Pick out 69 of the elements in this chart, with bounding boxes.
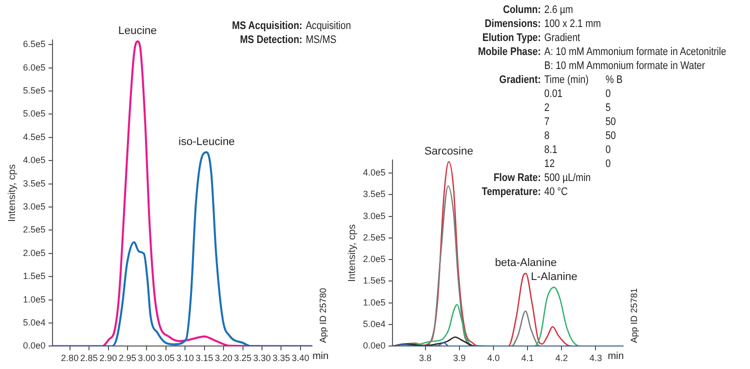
- annotation: Temperature: 40 °C: [480, 185, 568, 199]
- y-tick-label: 6.5e5: [22, 39, 46, 50]
- y-tick-label: 5.0e4: [362, 319, 386, 330]
- text: Gradient: Time (min) % B: [499, 74, 623, 86]
- y-tick-label: 2.5e5: [22, 224, 46, 235]
- y-tick-label: 1.0e5: [362, 297, 386, 308]
- x-tick-label: 4.2: [555, 353, 568, 364]
- y-tick-label: 2.5e5: [362, 232, 386, 242]
- text: Column: 2.6 µm: [502, 3, 574, 17]
- y-tick-label: 1.5e5: [362, 276, 386, 286]
- x-tick-label: 2.85: [80, 353, 98, 364]
- y-tick-label: 3.5e5: [362, 189, 386, 200]
- annotation: beta-Alanine: [494, 256, 557, 269]
- y-tick-label: 4.5e5: [22, 132, 46, 142]
- text: 2 5: [544, 102, 611, 114]
- y-tick-label: 3.5e5: [22, 178, 46, 188]
- y-axis-title: Intensity, cps: [346, 224, 358, 282]
- y-tick-label: 5.0e5: [22, 108, 46, 119]
- y-tick-label: 3.0e5: [22, 202, 46, 212]
- x-tick-label: 4.3: [589, 353, 602, 364]
- text: 8 50: [544, 130, 616, 142]
- text: App ID 25781: [629, 288, 639, 343]
- text: App ID 25780: [318, 288, 328, 343]
- text: 7 50: [544, 116, 616, 128]
- text: Dimensions: 100 x 2.1 mm: [484, 17, 601, 31]
- y-tick-label: 0.0e0: [362, 340, 386, 351]
- annotation: Sarcosine: [424, 145, 474, 158]
- text: B: 10 mM Ammonium formate in Water: [544, 59, 706, 73]
- y-tick-label: 1.5e5: [22, 271, 46, 282]
- y-tick-label: 5.0e4: [22, 317, 46, 328]
- x-tick-label: 3.40: [292, 353, 310, 364]
- x-tick-label: 2.80: [61, 353, 79, 364]
- text: 12 0: [544, 158, 611, 170]
- y-tick-label: 6.0e5: [22, 62, 46, 72]
- annotation: MS Detection: MS/MS: [238, 33, 336, 47]
- annotation: Leucine: [118, 24, 157, 37]
- y-tick-label: 0.0e0: [22, 340, 46, 351]
- x-tick-label: 3.05: [157, 353, 175, 364]
- x-tick-label: 3.9: [453, 353, 466, 364]
- x-tick-label: 4.1: [521, 353, 534, 364]
- y-tick-label: 1.0e5: [22, 294, 46, 304]
- x-tick-label: 2.90: [99, 353, 118, 364]
- text: Mobile Phase: A: 10 mM Ammonium formate in Acetonitrile: [478, 45, 726, 59]
- annotation: iso-Leucine: [178, 136, 235, 148]
- x-tick-label: 4.0: [487, 353, 500, 364]
- annotation: Flow Rate: 500 µL/min: [492, 171, 591, 185]
- y-tick-label: 2.0e5: [22, 248, 46, 258]
- x-tick-label: 2.95: [118, 353, 136, 364]
- text: Elution Type: Gradient: [481, 31, 580, 45]
- x-tick-label: 3.25: [234, 353, 252, 364]
- x-tick-label: 3.35: [272, 353, 290, 364]
- x-tick-label: 3.8: [418, 353, 432, 364]
- x-axis-title: min: [608, 350, 624, 362]
- y-axis-title: Intensity, cps: [6, 164, 18, 222]
- x-tick-label: 3.00: [138, 353, 156, 364]
- y-tick-label: 4.0e5: [22, 155, 46, 166]
- x-tick-label: 3.20: [214, 353, 232, 364]
- text: MS Acquisition: Acquisition: [232, 19, 351, 33]
- x-tick-label: 3.15: [196, 353, 214, 364]
- text: 0.01 0: [544, 88, 611, 100]
- y-tick-label: 3.0e5: [362, 210, 386, 221]
- y-tick-label: 5.5e5: [22, 86, 46, 96]
- x-axis-title: min: [312, 350, 329, 362]
- annotation: L-Alanine: [530, 270, 578, 283]
- text: 8.1 0: [544, 144, 611, 156]
- y-tick-label: 2.0e5: [362, 254, 386, 264]
- y-tick-label: 4.0e5: [362, 167, 386, 178]
- x-tick-label: 3.10: [176, 353, 194, 364]
- x-tick-label: 3.30: [253, 353, 271, 364]
